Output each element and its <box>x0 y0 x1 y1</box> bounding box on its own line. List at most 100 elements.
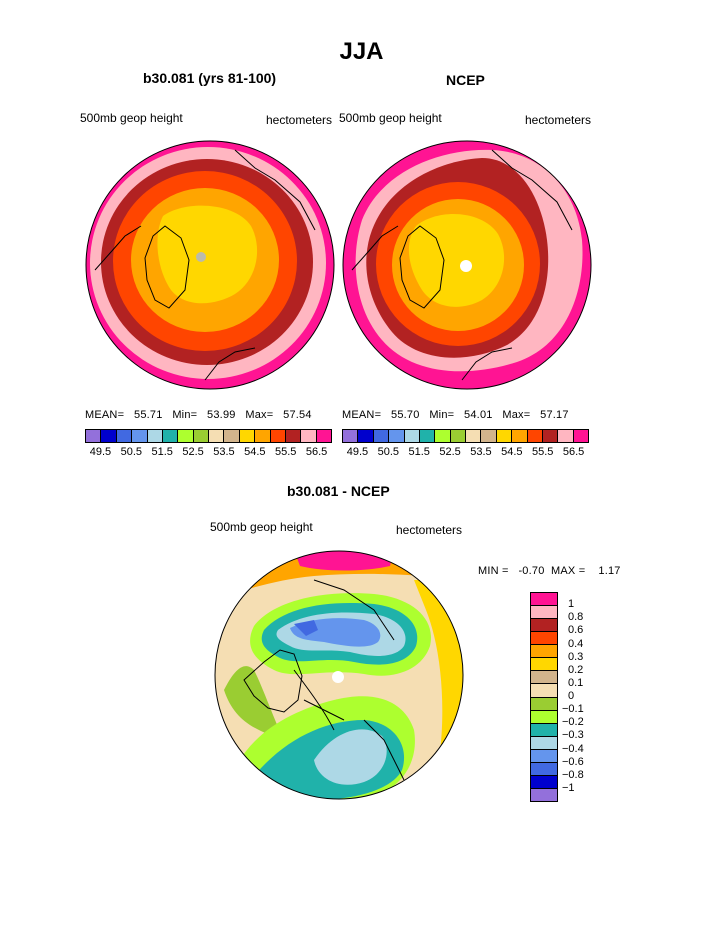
diff-colorbar-swatch <box>531 710 557 724</box>
left-colorbar-label: 52.5 <box>182 446 204 458</box>
left-colorbar-label: 54.5 <box>244 446 266 458</box>
left-max-value: 57.54 <box>283 409 312 421</box>
diff-colorbar-label: −0.2 <box>562 716 584 729</box>
right-colorbar-label: 49.5 <box>346 446 369 458</box>
right-colorbar-label: 50.5 <box>377 446 400 458</box>
diff-colorbar-label: 0 <box>568 690 575 702</box>
diff-colorbar-swatch <box>531 606 557 620</box>
right-polar-map <box>342 140 592 390</box>
right-min-value: 54.01 <box>464 409 493 421</box>
left-colorbar-swatch <box>209 430 225 442</box>
left-colorbar-swatch <box>147 430 163 442</box>
diff-colorbar-label: −0.4 <box>562 742 584 755</box>
left-colorbar-label: 56.5 <box>305 446 328 458</box>
right-colorbar-swatch <box>466 430 482 442</box>
left-colorbar-swatch <box>255 430 271 442</box>
diff-colorbar-swatch <box>531 645 557 659</box>
diff-colorbar-label: 1 <box>568 598 575 611</box>
right-colorbar <box>342 429 589 443</box>
left-colorbar-label: 53.5 <box>213 446 235 458</box>
left-colorbar-label: 50.5 <box>120 446 143 458</box>
main-title: JJA <box>339 38 384 65</box>
left-colorbar-label: 49.5 <box>89 446 112 458</box>
diff-colorbar-label: 0.8 <box>568 611 584 624</box>
right-colorbar-swatch <box>527 430 543 442</box>
left-colorbar-swatch <box>101 430 117 442</box>
diff-colorbar-swatch <box>531 736 557 750</box>
diff-panel-title: b30.081 - NCEP <box>287 483 390 499</box>
right-colorbar-swatch <box>389 430 405 442</box>
left-min-label: Min= <box>172 409 198 421</box>
left-field-label: 500mb geop height <box>80 111 183 125</box>
left-panel-title: b30.081 (yrs 81-100) <box>143 70 277 86</box>
diff-colorbar-label: −1 <box>562 781 575 794</box>
diff-colorbar <box>530 592 558 802</box>
diff-colorbar-label: −0.3 <box>562 729 584 742</box>
right-colorbar-swatch <box>404 430 420 442</box>
diff-colorbar-swatch <box>531 658 557 672</box>
left-max-label: Max= <box>245 409 274 421</box>
left-colorbar-swatch <box>285 430 302 442</box>
right-colorbar-swatch <box>373 430 390 442</box>
diff-colorbar-label: −0.6 <box>562 755 584 768</box>
diff-colorbar-swatch <box>531 762 557 776</box>
right-colorbar-swatch <box>542 430 559 442</box>
diff-colorbar-swatch <box>531 788 557 801</box>
diff-stats: MIN = -0.70 MAX = 1.17 <box>478 565 621 577</box>
left-min-value: 53.99 <box>207 409 236 421</box>
diff-colorbar-label: 0.4 <box>568 637 584 650</box>
right-colorbar-labels: 49.5 50.5 51.5 52.5 53.5 54.5 55.5 56.5 <box>342 446 589 460</box>
diff-min-value: -0.70 <box>518 565 545 577</box>
diff-polar-map <box>214 550 464 800</box>
right-colorbar-swatch <box>512 430 528 442</box>
right-min-label: Min= <box>429 409 455 421</box>
diff-max-label: MAX = <box>551 565 586 577</box>
diff-colorbar-swatch <box>531 697 557 711</box>
right-colorbar-label: 54.5 <box>501 446 523 458</box>
right-mean-label: MEAN= <box>342 409 382 421</box>
right-colorbar-swatch <box>558 430 574 442</box>
diff-colorbar-swatch <box>531 749 557 763</box>
diff-colorbar-label: 0.3 <box>568 650 584 663</box>
diff-colorbar-swatch <box>531 671 557 685</box>
diff-colorbar-label: −0.1 <box>562 703 584 716</box>
right-max-label: Max= <box>502 409 531 421</box>
right-panel-title: NCEP <box>446 72 485 88</box>
diff-field-label: 500mb geop height <box>210 520 313 534</box>
right-colorbar-label: 51.5 <box>408 446 430 458</box>
diff-max-value: 1.17 <box>598 565 621 577</box>
left-mean-value: 55.71 <box>134 409 163 421</box>
diff-colorbar-swatch <box>531 619 557 633</box>
right-colorbar-label: 55.5 <box>531 446 554 458</box>
right-colorbar-swatch <box>573 430 588 442</box>
right-colorbar-swatch <box>450 430 466 442</box>
diff-colorbar-swatch <box>531 684 557 698</box>
right-field-label: 500mb geop height <box>339 111 442 125</box>
diff-colorbar-swatch <box>531 593 557 607</box>
right-colorbar-swatch <box>419 430 436 442</box>
left-stats: MEAN= 55.71 Min= 53.99 Max= 57.54 <box>85 409 312 421</box>
diff-units-label: hectometers <box>396 523 463 537</box>
right-colorbar-label: 53.5 <box>470 446 492 458</box>
left-colorbar <box>85 429 332 443</box>
right-colorbar-swatch <box>481 430 497 442</box>
left-colorbar-swatch <box>239 430 256 442</box>
diff-colorbar-label: −0.8 <box>562 768 584 781</box>
left-colorbar-swatch <box>301 430 317 442</box>
right-max-value: 57.17 <box>540 409 569 421</box>
left-colorbar-swatch <box>132 430 148 442</box>
left-colorbar-swatch <box>86 430 102 442</box>
diff-colorbar-label: 0.6 <box>568 624 584 637</box>
left-colorbar-swatch <box>162 430 179 442</box>
left-mean-label: MEAN= <box>85 409 125 421</box>
right-mean-value: 55.70 <box>391 409 420 421</box>
right-units-label: hectometers <box>525 113 592 127</box>
right-colorbar-swatch <box>496 430 513 442</box>
left-colorbar-labels: 49.5 50.5 51.5 52.5 53.5 54.5 55.5 56.5 <box>85 446 332 460</box>
left-colorbar-label: 51.5 <box>151 446 173 458</box>
left-polar-map <box>85 140 335 390</box>
diff-colorbar-swatch <box>531 632 557 646</box>
right-colorbar-swatch <box>358 430 374 442</box>
diff-colorbar-label: 0.1 <box>568 676 584 689</box>
diff-colorbar-labels: 1 0.8 0.6 0.4 0.3 0.2 0.1 0 −0.1 −0.2 −0.3 −0.4 −0.6… <box>562 592 606 802</box>
